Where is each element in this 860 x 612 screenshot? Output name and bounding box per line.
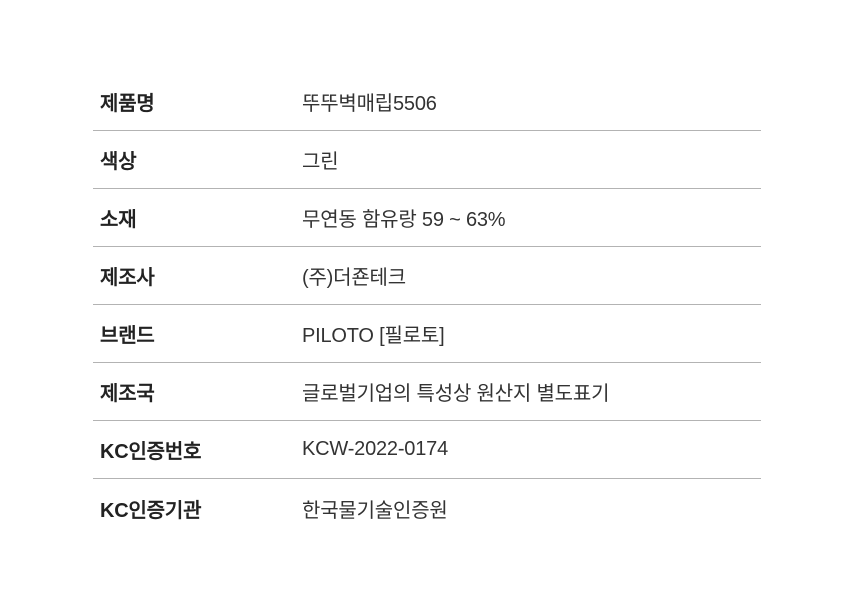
spec-row-manufacturer: 제조사 (주)더죤테크 [93,247,761,305]
spec-row-kc-cert-agency: KC인증기관 한국물기술인증원 [93,479,761,537]
spec-row-color: 색상 그린 [93,131,761,189]
spec-value: 한국물기술인증원 [302,499,448,522]
spec-value: 무연동 함유랑 59 ~ 63% [302,209,506,231]
spec-label: 제품명 [100,93,155,115]
spec-value: (주)더죤테크 [302,267,406,289]
spec-row-kc-cert-number: KC인증번호 KCW-2022-0174 [93,421,761,479]
spec-row-material: 소재 무연동 함유랑 59 ~ 63% [93,189,761,247]
spec-value: KCW-2022-0174 [302,438,449,460]
spec-value: 뚜뚜벽매립5506 [302,93,437,115]
spec-label: 제조사 [100,267,155,289]
spec-row-country: 제조국 글로벌기업의 특성상 원산지 별도표기 [93,363,761,421]
spec-label: KC인증번호 [100,441,202,463]
spec-value: 글로벌기업의 특성상 원산지 별도표기 [302,383,610,405]
product-spec-table: 제품명 뚜뚜벽매립5506 색상 그린 소재 무연동 함유랑 59 ~ 63% … [93,73,761,537]
spec-row-brand: 브랜드 PILOTO [필로토] [93,305,761,363]
spec-value: 그린 [302,151,339,173]
spec-label: 제조국 [100,383,155,405]
spec-value: PILOTO [필로토] [302,325,445,347]
spec-label: 색상 [100,151,137,173]
spec-label: 브랜드 [100,325,155,347]
spec-label: 소재 [100,209,137,231]
spec-label: KC인증기관 [100,499,202,522]
spec-row-product-name: 제품명 뚜뚜벽매립5506 [93,73,761,131]
